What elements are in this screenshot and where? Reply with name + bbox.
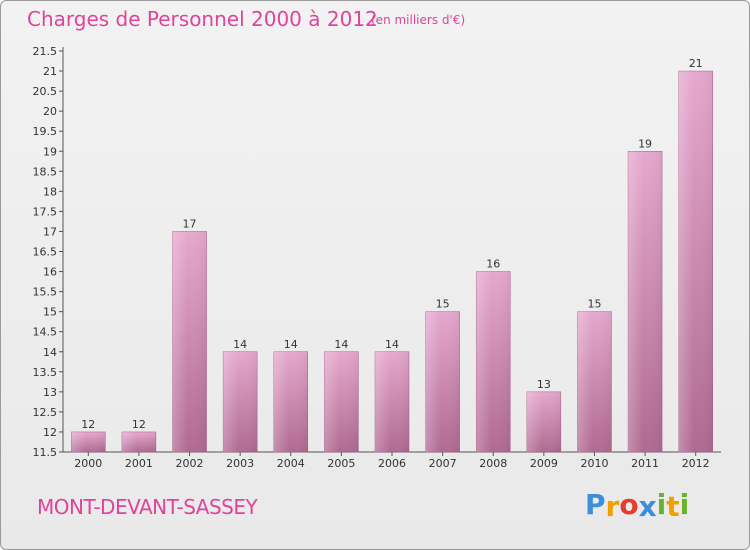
data-label: 21 [689,57,703,70]
data-label: 13 [537,378,551,391]
data-label: 12 [132,418,146,431]
x-tick-label: 2011 [631,457,659,470]
y-tick-label: 13.5 [33,366,58,379]
bar-highlight [273,351,308,452]
y-tick-label: 14 [43,346,57,359]
bar-highlight [71,431,106,452]
bar-highlight [526,391,561,452]
y-tick-label: 15 [43,306,57,319]
y-tick-label: 20.5 [33,85,58,98]
bar-highlight [476,271,511,452]
logo-letter: P [585,488,606,521]
bar-highlight [121,431,156,452]
x-tick-label: 2009 [530,457,558,470]
bar-highlight [425,311,460,452]
x-tick-label: 2001 [125,457,153,470]
y-tick-label: 16 [43,266,57,279]
data-label: 19 [638,137,652,150]
x-tick-label: 2010 [580,457,608,470]
x-tick-label: 2005 [327,457,355,470]
x-tick-label: 2003 [226,457,254,470]
x-tick-label: 2000 [74,457,102,470]
data-label: 14 [385,338,399,351]
x-tick-label: 2012 [682,457,710,470]
commune-name: MONT-DEVANT-SASSEY [37,495,258,519]
y-tick-label: 18 [43,185,57,198]
data-label: 15 [436,298,450,311]
x-tick-label: 2002 [176,457,204,470]
data-label: 15 [587,298,601,311]
x-tick-label: 2007 [429,457,457,470]
x-tick-label: 2004 [277,457,305,470]
axes: 11.5 12 12.5 13 13.5 14 14.5 15 15.5 16 16.5 17 17.5… [33,45,721,470]
x-tick-label: 2008 [479,457,507,470]
logo-letter: i [679,488,690,521]
bar-highlight [375,351,409,452]
bars: 12 12 17 14 14 14 14 15 16 13 15 19 21 [71,57,713,453]
logo-letter: i [656,488,667,521]
y-tick-label: 14.5 [33,326,58,339]
logo-letter: x [638,490,657,523]
x-tick-label: 2006 [378,457,406,470]
chart-subtitle: (en milliers d'€) [371,13,466,27]
data-label: 16 [486,258,500,271]
y-tick-label: 18.5 [33,165,58,178]
y-tick-label: 17.5 [33,205,58,218]
bar-highlight [223,351,258,452]
y-tick-label: 13 [43,386,57,399]
y-tick-label: 16.5 [33,246,58,259]
y-tick-label: 20 [43,105,57,118]
y-tick-label: 15.5 [33,286,58,299]
y-tick-label: 12.5 [33,406,58,419]
y-tick-label: 19.5 [33,125,58,138]
y-tick-label: 12 [43,426,57,439]
logo-letter: t [666,490,680,523]
y-tick-label: 21 [43,65,57,78]
logo-letter: o [619,488,639,521]
bar-highlight [172,231,207,452]
y-tick-label: 21.5 [33,45,58,58]
logo-letter: r [605,490,620,523]
data-label: 17 [183,217,197,230]
chart-title: Charges de Personnel 2000 à 2012 [27,7,378,31]
data-label: 14 [334,338,348,351]
y-tick-label: 19 [43,145,57,158]
bar-highlight [628,151,663,452]
proxiti-logo: Proxiti [585,488,690,523]
bar-highlight [678,71,713,453]
data-label: 14 [284,338,298,351]
y-tick-label: 17 [43,225,57,238]
bar-highlight [577,311,612,452]
data-label: 12 [81,418,95,431]
data-label: 14 [233,338,247,351]
y-tick-label: 11.5 [33,446,58,459]
bar-highlight [324,351,359,452]
